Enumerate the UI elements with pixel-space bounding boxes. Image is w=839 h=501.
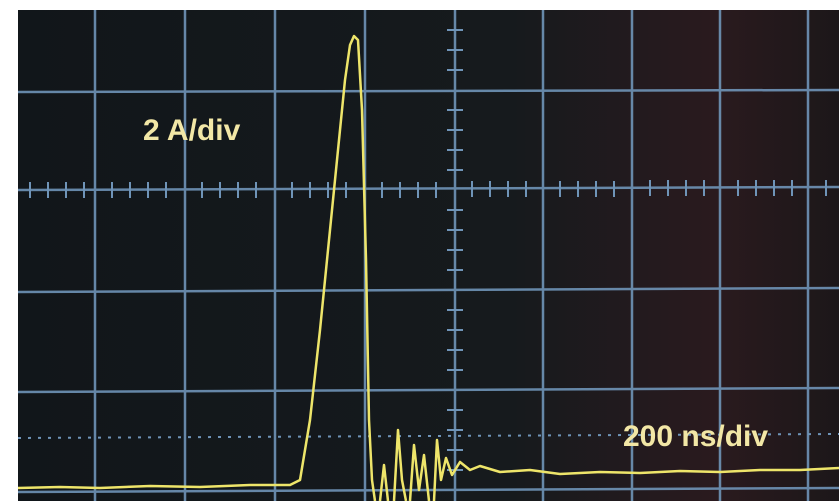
- oscilloscope-photo: 2 A/div 200 ns/div: [0, 0, 839, 501]
- page: {"labels": {"vertical_scale": "2 A/div",…: [0, 0, 839, 501]
- vertical-scale-label: 2 A/div: [143, 114, 241, 147]
- horizontal-scale-label: 200 ns/div: [623, 420, 768, 453]
